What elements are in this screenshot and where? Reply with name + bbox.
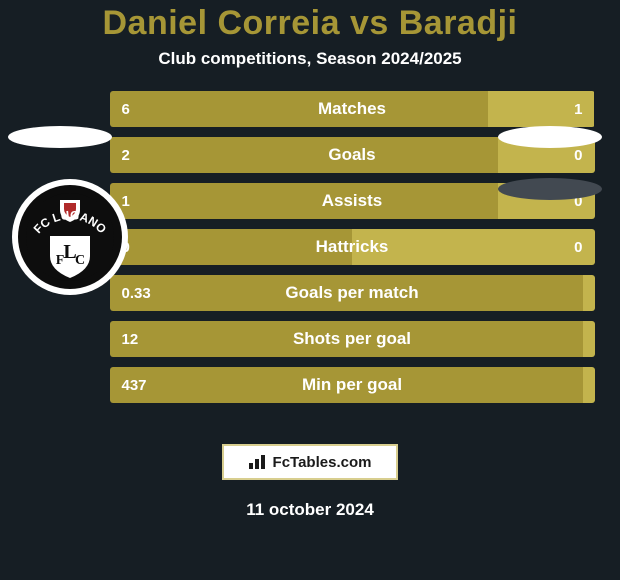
stat-bar: 437 bbox=[110, 367, 595, 403]
stat-row: 12Shots per goal bbox=[110, 321, 595, 357]
content: Daniel Correia vs Baradji Club competiti… bbox=[0, 0, 620, 580]
stat-row: 00Hattricks bbox=[110, 229, 595, 265]
page-title: Daniel Correia vs Baradji bbox=[0, 4, 620, 43]
player2-name: Baradji bbox=[399, 4, 518, 42]
stat-right-value bbox=[583, 275, 595, 311]
logo-monogram-text-c: C bbox=[75, 253, 85, 268]
attribution-text: FcTables.com bbox=[273, 454, 372, 471]
stat-row: 0.33Goals per match bbox=[110, 275, 595, 311]
stat-right-value bbox=[583, 321, 595, 357]
ellipse-left bbox=[8, 126, 112, 148]
stat-right-value: 1 bbox=[488, 91, 595, 127]
stat-bar: 61 bbox=[110, 91, 595, 127]
stat-bar: 00 bbox=[110, 229, 595, 265]
club-logo: FC LUGANO L F C bbox=[11, 178, 129, 296]
stat-left-value: 6 bbox=[110, 91, 488, 127]
stat-left-value: 0.33 bbox=[110, 275, 583, 311]
stat-left-value: 1 bbox=[110, 183, 498, 219]
stat-left-value: 2 bbox=[110, 137, 498, 173]
ellipse-right-2 bbox=[498, 178, 602, 200]
stat-left-value: 437 bbox=[110, 367, 583, 403]
stat-row: 437Min per goal bbox=[110, 367, 595, 403]
chart-icon bbox=[249, 455, 267, 469]
stat-row: 61Matches bbox=[110, 91, 595, 127]
attribution-box: FcTables.com bbox=[222, 444, 398, 480]
subtitle: Club competitions, Season 2024/2025 bbox=[0, 49, 620, 69]
stat-left-value: 0 bbox=[110, 229, 353, 265]
title-vs: vs bbox=[340, 4, 399, 42]
stat-left-value: 12 bbox=[110, 321, 583, 357]
ellipse-right-1 bbox=[498, 126, 602, 148]
logo-monogram-text-f: F bbox=[56, 253, 65, 268]
player1-name: Daniel Correia bbox=[102, 4, 340, 42]
stat-bar: 12 bbox=[110, 321, 595, 357]
stat-right-value bbox=[583, 367, 595, 403]
stat-bar: 0.33 bbox=[110, 275, 595, 311]
date-text: 11 october 2024 bbox=[0, 500, 620, 520]
stat-right-value: 0 bbox=[352, 229, 595, 265]
